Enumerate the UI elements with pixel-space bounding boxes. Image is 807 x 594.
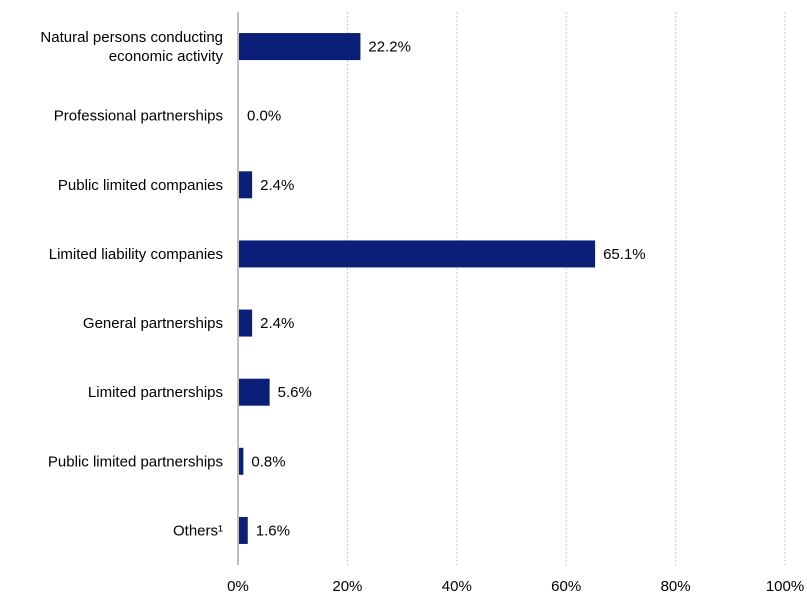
gridlines: [346, 12, 786, 565]
category-label: Others¹: [173, 522, 223, 539]
bar: [239, 378, 270, 406]
bar: [239, 447, 244, 475]
x-tick-label: 40%: [442, 578, 472, 594]
bar: [239, 240, 596, 268]
category-label: Public limited companies: [58, 177, 223, 194]
x-tick-label: 80%: [661, 578, 691, 594]
labels: 0% 20% 40% 60% 80% 100% Natural persons conduc…: [40, 29, 804, 594]
category-label: General partnerships: [83, 315, 223, 332]
bars: [239, 33, 596, 544]
category-label: Natural persons conducting economic activ…: [40, 29, 223, 65]
category-label: Public limited partnerships: [48, 453, 223, 470]
category-label: Professional partnerships: [54, 108, 223, 125]
value-label: 22.2%: [368, 39, 411, 56]
value-label: 2.4%: [260, 315, 294, 332]
category-label: Limited partnerships: [88, 384, 223, 401]
value-label: 1.6%: [256, 522, 290, 539]
value-label: 2.4%: [260, 177, 294, 194]
x-tick-label: 20%: [332, 578, 362, 594]
bar: [239, 309, 253, 337]
x-tick-label: 60%: [551, 578, 581, 594]
x-tick-label: 100%: [766, 578, 804, 594]
x-tick-label: 0%: [227, 578, 249, 594]
category-label: Limited liability companies: [49, 246, 223, 263]
value-label: 0.8%: [251, 453, 285, 470]
value-label: 0.0%: [247, 108, 281, 125]
bar: [239, 171, 253, 199]
bar: [239, 33, 361, 61]
value-label: 65.1%: [603, 246, 646, 263]
value-label: 5.6%: [278, 384, 312, 401]
bar: [239, 516, 248, 544]
